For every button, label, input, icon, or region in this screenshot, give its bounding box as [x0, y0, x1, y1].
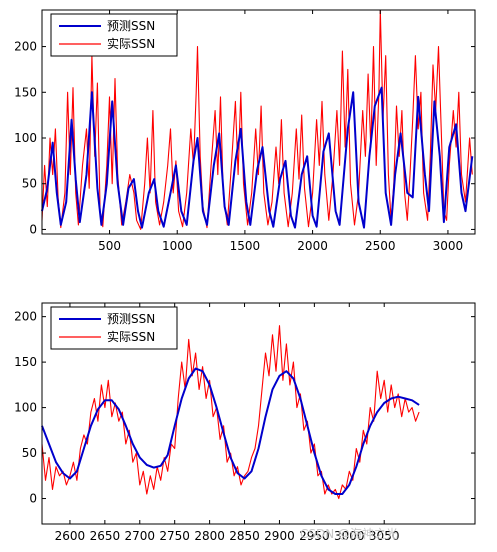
plot-border [41, 9, 476, 235]
legend: 预测SSN 实际SSN [50, 306, 178, 350]
series-group [41, 302, 476, 525]
x-tick-label: 2000 [297, 239, 328, 253]
legend-label-predicted: 预测SSN [107, 312, 155, 326]
y-axis: 0 50 100 150 200 [14, 40, 475, 236]
y-tick-label: 100 [14, 401, 37, 415]
legend-box [50, 306, 178, 350]
chart-panel-top: 500 1000 1500 2000 2500 3000 0 50 100 150 200 预测S… [14, 9, 476, 253]
x-axis: 500 1000 1500 2000 2500 3000 [98, 10, 463, 253]
x-tick-label: 2650 [90, 529, 121, 543]
x-tick-label: 1500 [230, 239, 261, 253]
legend-box [50, 13, 178, 57]
x-tick-label: 500 [98, 239, 121, 253]
x-tick-label: 2750 [159, 529, 190, 543]
x-tick-label: 2850 [229, 529, 260, 543]
x-tick-label: 2800 [194, 529, 225, 543]
series-line-predicted [41, 86, 474, 229]
x-tick-label: 3000 [334, 529, 365, 543]
y-tick-label: 200 [14, 310, 37, 324]
legend: 预测SSN 实际SSN [50, 13, 178, 57]
y-tick-label: 150 [14, 355, 37, 369]
y-tick-label: 150 [14, 85, 37, 99]
x-tick-label: 3000 [433, 239, 464, 253]
y-axis: 0 50 100 150 200 [14, 310, 475, 506]
plot-area: 500 1000 1500 2000 2500 3000 0 50 100 150 200 预测S… [14, 9, 476, 253]
y-tick-label: 100 [14, 131, 37, 145]
x-tick-label: 2600 [55, 529, 86, 543]
series-line-actual [41, 325, 420, 500]
watermark-text: CSDN @海神之光 [300, 526, 398, 541]
y-tick-label: 0 [29, 492, 37, 506]
legend-label-actual: 实际SSN [107, 36, 155, 51]
legend-label-actual: 实际SSN [107, 329, 155, 344]
x-tick-label: 2900 [264, 529, 295, 543]
series-line-predicted [41, 367, 420, 495]
x-axis: 2600 2650 2700 2750 2800 2850 2900 2950 3000 3050 [55, 303, 400, 543]
x-tick-label: 1000 [162, 239, 193, 253]
chart-panel-bottom: 2600 2650 2700 2750 2800 2850 2900 2950 3000 3050… [14, 302, 476, 543]
y-tick-label: 50 [22, 177, 37, 191]
x-tick-label: 3050 [369, 529, 400, 543]
x-tick-label: 2950 [299, 529, 330, 543]
plot-area: 2600 2650 2700 2750 2800 2850 2900 2950 3000 3050… [14, 302, 476, 543]
series-line-actual [41, 9, 473, 230]
x-tick-label: 2700 [125, 529, 156, 543]
y-tick-label: 0 [29, 222, 37, 236]
plot-border [41, 302, 476, 525]
y-tick-label: 200 [14, 40, 37, 54]
series-group [41, 9, 476, 235]
legend-label-predicted: 预测SSN [107, 19, 155, 33]
x-tick-label: 2500 [365, 239, 396, 253]
y-tick-label: 50 [22, 446, 37, 460]
